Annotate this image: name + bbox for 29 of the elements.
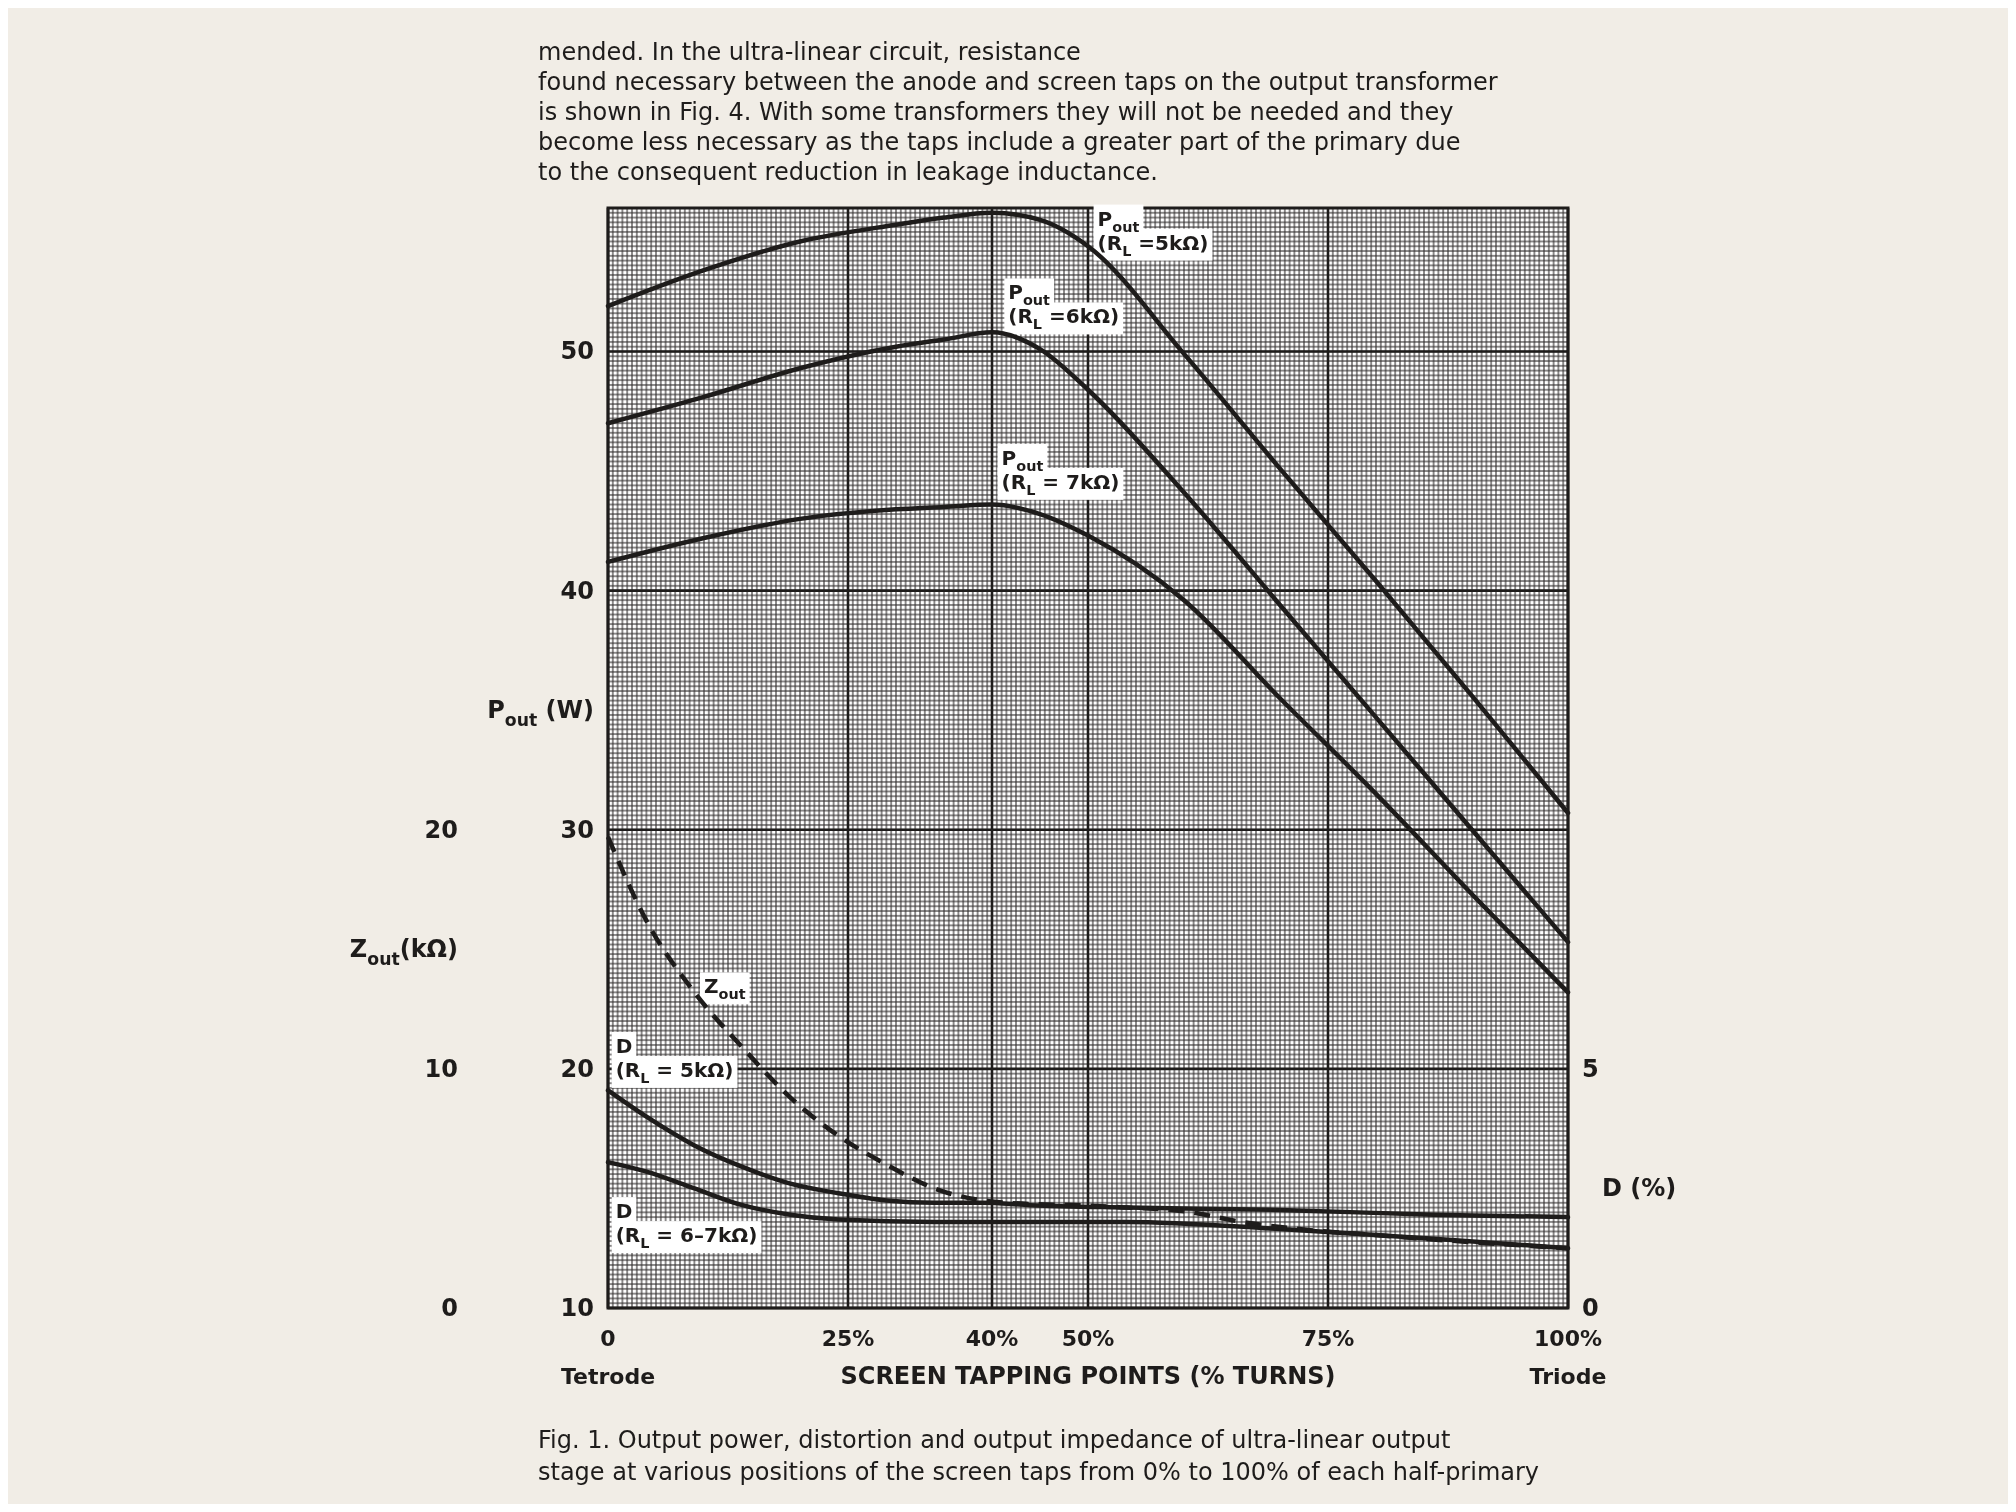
x-axis-title: SCREEN TAPPING POINTS (% TURNS) <box>840 1362 1336 1390</box>
y2-tick-label: 0 <box>1582 1294 1599 1322</box>
y2-axis-title: D (%) <box>1602 1174 1677 1203</box>
x-tick-label: 25% <box>821 1325 875 1351</box>
y-axis-title: P$_{out}$ (W) <box>487 696 594 731</box>
x-tick-label: 50% <box>1061 1325 1115 1351</box>
y-tick-label: 30 <box>560 815 594 844</box>
x-tick-label: 100% <box>1534 1325 1602 1351</box>
y3-tick-label: 0 <box>441 1294 458 1322</box>
text: to the consequent reduction in leakage inductance. <box>538 158 1158 186</box>
y-tick-label: 10 <box>560 1294 594 1322</box>
text: Tetrode <box>560 1363 656 1389</box>
text: found necessary between the anode and screen taps on the output transformer <box>538 68 1498 96</box>
y-tick-label: 20 <box>560 1054 594 1083</box>
text: mended. In the ultra-linear circuit, resistance <box>538 38 1081 66</box>
text: is shown in Fig. 4. With some transformers they will not be needed and they <box>538 98 1454 126</box>
x-tick-label: 75% <box>1301 1325 1355 1351</box>
y-tick-label: 40 <box>560 576 594 605</box>
y2-tick-label: 5 <box>1582 1054 1599 1083</box>
x-tick-label: 40% <box>965 1325 1019 1351</box>
y3-tick-label: 20 <box>424 815 458 844</box>
caption: Fig. 1. Output power, distortion and output impedance of ultra-linear output <box>538 1426 1451 1454</box>
y3-tick-label: 10 <box>424 1054 458 1083</box>
y3-axis-title: Z$_{out}$(kΩ) <box>349 935 458 970</box>
text: Triode <box>1529 1363 1607 1389</box>
text: become less necessary as the taps include a greater part of the primary due <box>538 128 1461 156</box>
y-tick-label: 50 <box>560 337 594 366</box>
text: stage at various positions of the screen taps from 0% to 100% of each half-primary <box>538 1458 1540 1486</box>
x-tick-label: 0 <box>600 1325 616 1351</box>
